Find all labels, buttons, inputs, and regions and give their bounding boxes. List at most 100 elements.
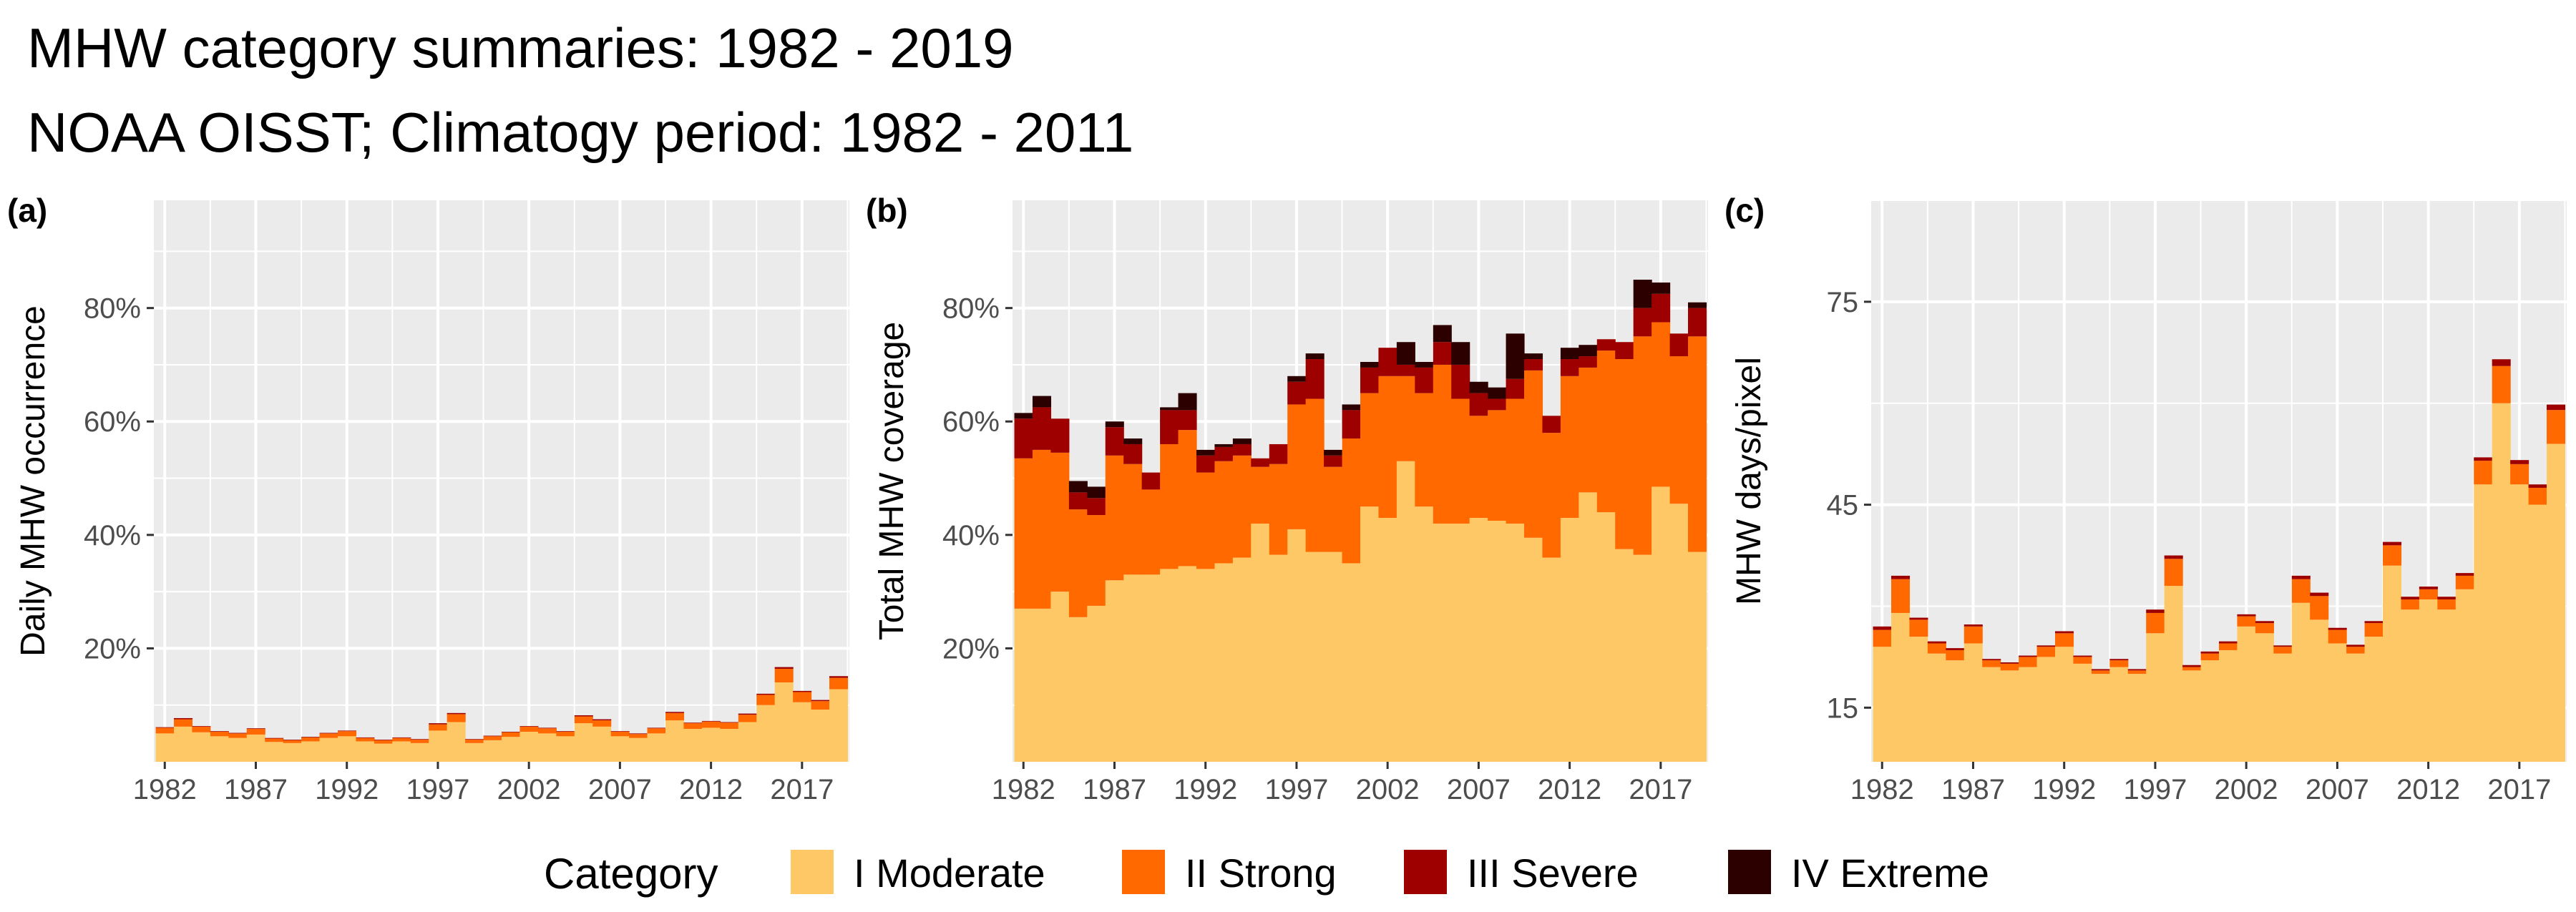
y-tick-label: 40% [84,520,141,551]
bar-segment-1 [1652,486,1671,762]
bar-segment-1 [1378,518,1397,762]
bar-segment-4 [1087,486,1106,499]
legend-swatch-2 [1122,850,1165,894]
bar-segment-2 [374,740,393,744]
bar-segment-3 [2437,597,2457,600]
bar-segment-1 [465,742,484,762]
bar-segment-2 [720,722,739,730]
bar-segment-3 [1596,339,1616,351]
bar-segment-2 [519,726,539,732]
bar-segment-1 [1560,518,1579,762]
bar-segment-2 [1596,350,1616,513]
bar-segment-1 [1579,492,1598,762]
x-tick-label: 2002 [2215,774,2278,805]
bar-segment-3 [319,732,338,734]
bar-segment-2 [1873,629,1892,647]
bar-segment-2 [1469,416,1488,519]
bar-segment-4 [1506,333,1525,379]
bar-segment-2 [683,723,703,730]
bar-segment-4 [1433,325,1452,343]
bar-segment-4 [1488,387,1507,399]
bar-segment-2 [1542,433,1561,558]
bar-segment-2 [173,719,193,727]
bar-segment-3 [811,700,830,702]
bar-segment-2 [1433,364,1452,524]
bar-segment-1 [2474,484,2493,762]
bar-segment-4 [1524,353,1543,360]
x-tick-label: 2002 [1356,774,1420,805]
panel-a: 20% 40% 60% 80% 1982 1987 1992 1997 2002 2007 2012… [7,192,849,805]
bar-segment-1 [1050,592,1070,762]
bar-segment-1 [1305,551,1324,762]
bar-segment-2 [356,737,375,742]
bar-segment-1 [793,702,812,762]
bar-segment-1 [2237,626,2256,762]
bar-segment-3 [610,731,630,732]
bar-segment-3 [392,737,411,738]
bar-segment-3 [1451,364,1470,399]
bar-segment-2 [1963,626,1983,644]
bar-segment-3 [701,720,721,722]
x-tick-label: 1982 [992,774,1055,805]
bar-segment-1 [829,689,849,762]
bar-segment-1 [1615,549,1634,762]
panel-background [154,200,849,762]
bar-segment-1 [1269,554,1288,762]
bar-segment-3 [2000,662,2019,664]
bar-segment-1 [1141,574,1161,762]
bar-segment-2 [829,677,849,690]
bar-segment-3 [647,727,666,729]
bar-segment-1 [2510,484,2529,762]
bar-segment-2 [2000,663,2019,671]
bar-segment-1 [1032,608,1052,762]
bar-segment-3 [1633,308,1652,337]
bar-segment-2 [2510,464,2529,485]
chart-title: MHW category summaries: 1982 - 2019 [27,16,1014,79]
bar-segment-4 [1287,376,1307,382]
bar-segment-3 [1669,333,1689,357]
bar-segment-2 [246,729,265,735]
x-tick-label: 1987 [1083,774,1146,805]
x-tick-label: 1987 [224,774,288,805]
bar-segment-2 [2401,599,2420,610]
bar-segment-2 [1068,509,1088,617]
bar-segment-1 [1542,557,1561,762]
bar-segment-3 [2182,665,2202,667]
bar-segment-2 [756,695,776,705]
bar-segment-2 [1050,452,1070,592]
bar-segment-1 [1633,554,1652,762]
bar-segment-2 [2437,599,2457,610]
bar-segment-2 [319,733,338,738]
bar-segment-3 [1305,359,1324,399]
bar-segment-2 [1688,336,1707,552]
bar-segment-1 [2492,403,2511,762]
bar-segment-1 [2401,609,2420,762]
bar-segment-3 [1141,472,1161,490]
bar-segment-3 [1963,624,1983,627]
y-tick-label: 20% [942,633,1000,665]
bar-segment-2 [2547,410,2566,444]
bar-segment-3 [2364,621,2384,624]
bar-segment-2 [429,724,448,731]
bar-segment-1 [392,741,411,762]
bar-segment-4 [1342,404,1361,411]
bar-segment-2 [1141,489,1161,575]
bar-segment-2 [1305,398,1324,552]
bar-segment-4 [1305,353,1324,360]
legend-title: Category [544,850,718,898]
bar-segment-2 [1633,336,1652,555]
bar-segment-1 [2146,633,2165,762]
bar-segment-3 [2328,627,2347,630]
x-tick-label: 1982 [133,774,197,805]
bar-segment-1 [574,723,593,762]
bar-segment-2 [265,738,284,742]
bar-segment-1 [1669,504,1689,762]
y-tick-label: 40% [942,520,1000,551]
bar-segment-3 [2036,645,2056,647]
bar-segment-2 [1524,370,1543,538]
bar-segment-2 [2127,670,2147,675]
bar-segment-1 [683,729,703,762]
bar-segment-3 [2200,651,2220,654]
bar-segment-3 [1560,359,1579,376]
